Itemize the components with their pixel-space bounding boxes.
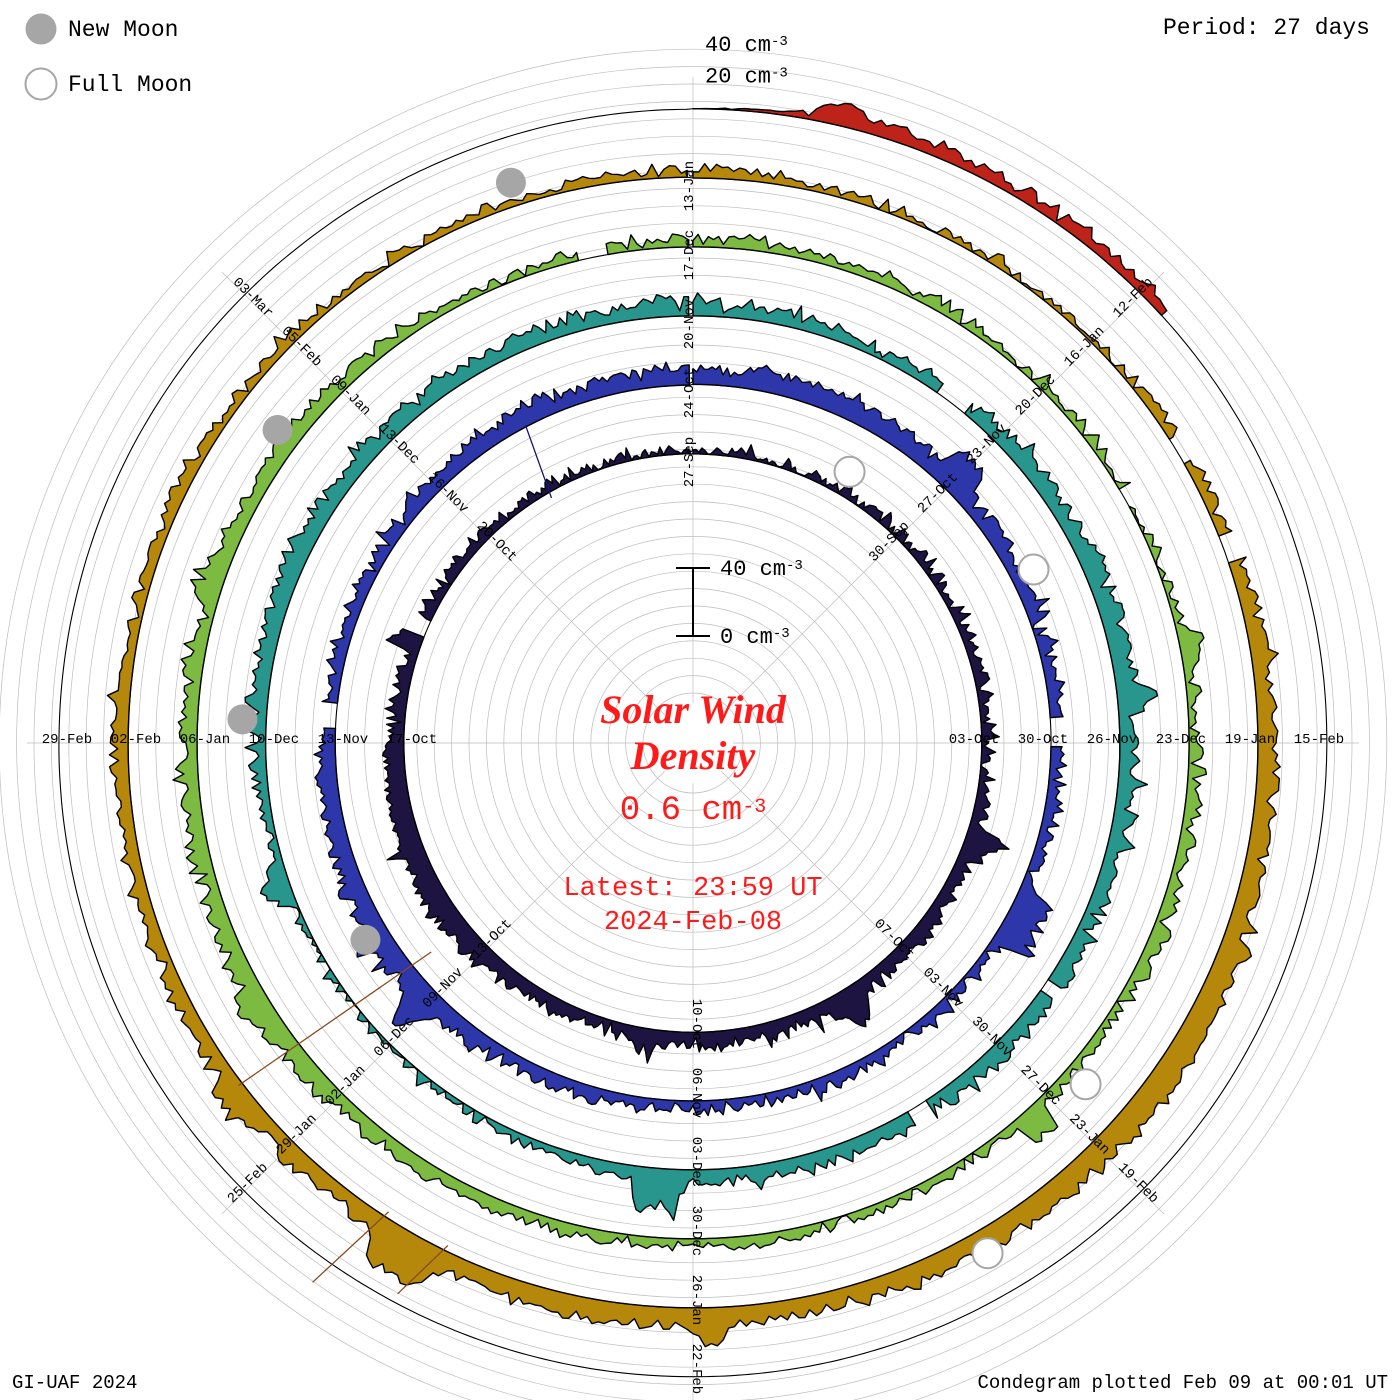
svg-text:New Moon: New Moon: [68, 17, 178, 43]
svg-text:24-Oct: 24-Oct: [682, 368, 698, 418]
svg-text:Full Moon: Full Moon: [68, 72, 192, 98]
svg-text:10-Dec: 10-Dec: [249, 732, 299, 748]
svg-text:13-Nov: 13-Nov: [318, 732, 368, 748]
svg-text:27-Sep: 27-Sep: [682, 437, 698, 487]
svg-text:03-Oct: 03-Oct: [949, 732, 999, 748]
svg-text:22-Feb: 22-Feb: [688, 1344, 704, 1394]
svg-text:Density: Density: [630, 733, 756, 778]
svg-text:Period: 27 days: Period: 27 days: [1163, 15, 1370, 41]
svg-text:Condegram plotted Feb 09 at 00: Condegram plotted Feb 09 at 00:01 UT: [978, 1372, 1388, 1394]
svg-text:15-Feb: 15-Feb: [1294, 732, 1344, 748]
svg-text:29-Feb: 29-Feb: [42, 732, 92, 748]
svg-text:Solar Wind: Solar Wind: [600, 687, 787, 732]
svg-text:30-Oct: 30-Oct: [1018, 732, 1068, 748]
svg-text:2024-Feb-08: 2024-Feb-08: [604, 908, 782, 938]
svg-text:GI-UAF 2024: GI-UAF 2024: [12, 1372, 137, 1394]
svg-text:23-Dec: 23-Dec: [1156, 732, 1206, 748]
svg-text:06-Nov: 06-Nov: [688, 1068, 704, 1118]
svg-text:20-Nov: 20-Nov: [682, 299, 698, 349]
svg-text:30-Dec: 30-Dec: [688, 1206, 704, 1256]
svg-text:Latest: 23:59 UT: Latest: 23:59 UT: [563, 874, 822, 904]
svg-text:26-Jan: 26-Jan: [688, 1275, 704, 1325]
svg-text:10-Oct: 10-Oct: [688, 999, 704, 1049]
svg-text:03-Dec: 03-Dec: [688, 1137, 704, 1187]
svg-text:17-Oct: 17-Oct: [387, 732, 437, 748]
svg-text:26-Nov: 26-Nov: [1087, 732, 1137, 748]
svg-text:17-Dec: 17-Dec: [682, 230, 698, 280]
svg-text:13-Jan: 13-Jan: [682, 161, 698, 211]
svg-text:06-Jan: 06-Jan: [180, 732, 230, 748]
svg-text:19-Jan: 19-Jan: [1225, 732, 1275, 748]
svg-text:02-Feb: 02-Feb: [111, 732, 161, 748]
